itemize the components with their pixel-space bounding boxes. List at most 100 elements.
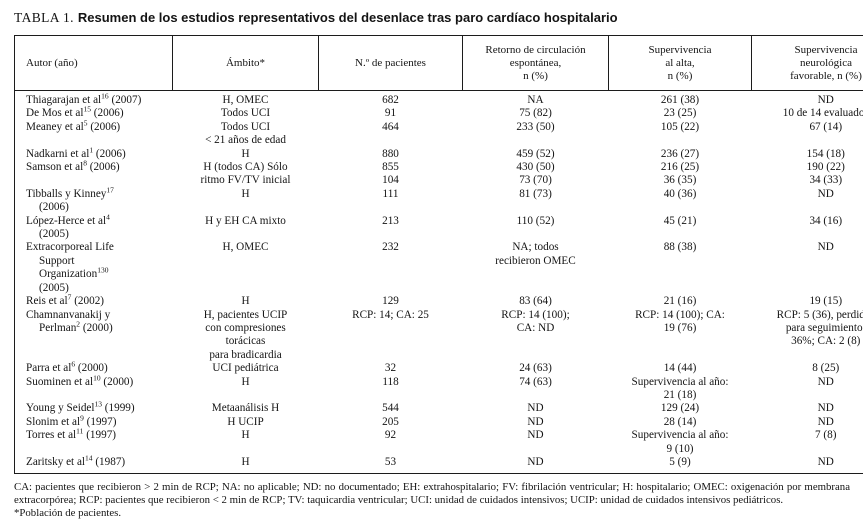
cell-line: H — [241, 375, 250, 388]
cell-retorno: 110 (52) — [463, 215, 609, 242]
cell-alta: 236 (27) — [609, 148, 752, 161]
cell-neuro: RCP: 5 (36), perdidospara seguimiento:36… — [752, 309, 863, 363]
cell-line: 92 — [384, 429, 397, 442]
cell-line: H (todos CA) Sólo — [203, 161, 288, 174]
cell-alta: Supervivencia al año: 21 (18) — [609, 376, 752, 403]
cell-line: Young y Seidel13 (1999) — [26, 399, 135, 415]
cell-pacientes: 880 — [319, 148, 463, 161]
cell-line: 236 (27) — [660, 147, 700, 160]
cell-ambito: Todos UCI — [173, 107, 319, 120]
cell-line: 205 — [382, 415, 399, 428]
cell-line: Slonim et al9 (1997) — [26, 413, 117, 428]
cell-line: 154 (18) — [806, 147, 845, 160]
cell-line: Chamnanvanakij y — [26, 308, 111, 321]
cell-line: Parra et al6 (2000) — [26, 359, 108, 375]
cell-line: 855 — [382, 161, 399, 174]
cell-ambito: H — [173, 376, 319, 403]
cell-line: Thiagarajan et al16 (2007) — [26, 91, 142, 106]
cell-line: Zaritsky et al14 (1987) — [26, 453, 126, 468]
table-row: Nadkarni et al1 (2006) H 880 459 (52) 236 (2… — [15, 146, 863, 161]
cell-line: 28 (14) — [663, 415, 697, 428]
cell-alta: 40 (36) — [609, 188, 752, 215]
cell-pacientes: 118 — [319, 376, 463, 403]
cell-line: Meaney et al5 (2006) — [26, 118, 121, 133]
cell-line: RCP: 14 (100); — [501, 308, 570, 321]
cell-autor: Zaritsky et al14 (1987) — [15, 453, 173, 474]
cell-line: RCP: 14 (100); CA: — [635, 308, 725, 321]
cell-neuro: 10 de 14 evaluados — [752, 107, 863, 120]
cell-autor: Slonim et al9 (1997) — [15, 413, 173, 429]
cell-line: 23 (25) — [663, 107, 697, 120]
cell-line: ND — [527, 455, 544, 468]
cell-line: H — [241, 429, 250, 442]
cell-alta: 5 (9) — [609, 456, 752, 474]
cell-line: 10 de 14 evaluados — [782, 107, 863, 120]
cell-line: Extracorporeal Life — [26, 241, 114, 254]
cell-line: 53 — [384, 455, 397, 468]
cell-line: ND — [817, 402, 834, 415]
column-header-autor: Autor (año) — [14, 35, 173, 91]
cell-line: ND — [527, 429, 544, 442]
cell-retorno: NA; todos recibieron OMEC — [463, 241, 609, 295]
cell-autor: Parra et al6 (2000) — [15, 359, 173, 375]
cell-neuro: 34 (16) — [752, 215, 863, 242]
cell-pacientes: 91 — [319, 107, 463, 120]
cell-alta: 45 (21) — [609, 215, 752, 242]
cell-line: para bradicardia — [209, 348, 282, 361]
cell-line: 5 (9) — [669, 455, 691, 468]
table-row: Zaritsky et al14 (1987) H 53 ND 5 (9) ND — [15, 453, 863, 474]
cell-ambito: H — [173, 456, 319, 474]
cell-line: Perlman2 (2000) — [39, 319, 113, 334]
cell-retorno: ND — [463, 402, 609, 415]
cell-alta: 88 (38) — [609, 241, 752, 295]
cell-alta: 23 (25) — [609, 107, 752, 120]
cell-pacientes: 855 104 — [319, 161, 463, 188]
cell-line: 34 (16) — [809, 214, 843, 227]
cell-alta: 28 (14) — [609, 416, 752, 429]
cell-alta: 105 (22) — [609, 121, 752, 148]
cell-alta: 261 (38) — [609, 91, 752, 108]
cell-line: 19 (76) — [663, 321, 697, 334]
cell-line: 213 — [382, 214, 399, 227]
cell-pacientes: 232 — [319, 241, 463, 295]
table-row: Extracorporeal Life Support Organization13… — [15, 241, 863, 295]
cell-line: para seguimiento: — [785, 321, 863, 334]
table-row: Reis et al7 (2002) H 129 83 (64) 21 (16) 19 (… — [15, 293, 863, 308]
cell-line: 7 (8) — [815, 429, 837, 442]
table-header: Autor (año) Ámbito* N.º de pacientes Retorn… — [14, 35, 863, 91]
cell-neuro: ND — [752, 402, 863, 415]
header-row: Autor (año) Ámbito* N.º de pacientes Retorn… — [14, 35, 863, 91]
cell-pacientes: 205 — [319, 416, 463, 429]
cell-autor: Thiagarajan et al16 (2007) — [15, 91, 173, 108]
cell-line: 14 (44) — [663, 362, 697, 375]
cell-line: 24 (63) — [519, 362, 552, 375]
cell-retorno: 74 (63) — [463, 376, 609, 403]
cell-alta: 216 (25) 36 (35) — [609, 161, 752, 188]
cell-line: Support — [39, 254, 75, 267]
cell-line: ND — [817, 455, 834, 468]
cell-line: ND — [817, 241, 834, 254]
table-body: Thiagarajan et al16 (2007) H, OMEC 682 NA 26… — [15, 91, 863, 474]
cell-pacientes: 111 — [319, 188, 463, 215]
cell-line: H — [241, 295, 250, 308]
cell-line: Samson et al8 (2006) — [26, 158, 120, 174]
cell-line: Supervivencia al año: — [631, 429, 729, 442]
cell-line: RCP: 14; CA: 25 — [352, 308, 429, 321]
cell-line: H UCIP — [227, 415, 264, 428]
cell-retorno: 24 (63) — [463, 362, 609, 375]
table-row: Slonim et al9 (1997) H UCIP 205 ND 28 (14) ND — [15, 413, 863, 429]
cell-line: 232 — [382, 241, 399, 254]
cell-pacientes: 92 — [319, 429, 463, 456]
cell-line: 880 — [382, 147, 399, 160]
column-header-neuro: Supervivencia neurológica favorable, n (%) — [751, 35, 863, 91]
cell-line: ND — [817, 375, 834, 388]
cell-line: 83 (64) — [519, 295, 552, 308]
cell-line: (2005) — [39, 281, 69, 294]
cell-line: ND — [527, 402, 544, 415]
cell-neuro: 154 (18) — [752, 148, 863, 161]
cell-ambito: Metaanálisis H — [173, 402, 319, 415]
cell-line: 9 (10) — [666, 442, 694, 455]
cell-line: 544 — [382, 402, 399, 415]
cell-autor: De Mos et al15 (2006) — [15, 105, 173, 120]
